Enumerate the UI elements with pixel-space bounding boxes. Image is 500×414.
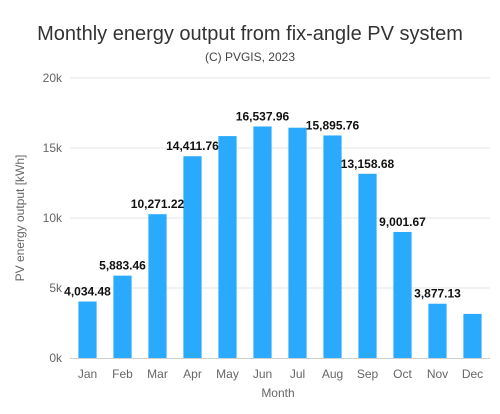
bar-oct [393,231,412,358]
bar-feb [113,275,132,358]
y-axis-ticks: 0k 5k 10k 15k 20k [43,71,63,365]
bar-jun [253,126,272,358]
bar-dec [463,313,482,358]
y-axis-label: PV energy output [kWh] [13,155,27,282]
y-tick-label: 15k [43,141,63,155]
y-tick-label: 10k [43,211,63,225]
data-label-jan: 4,034.48 [64,285,111,299]
data-label-jun: 16,537.96 [236,109,290,123]
bar-nov [428,303,447,358]
x-tick-label-nov: Nov [427,367,448,381]
data-label-nov: 3,877.13 [414,287,461,301]
data-label-feb: 5,883.46 [99,259,146,273]
x-tick-label-mar: Mar [147,367,168,381]
bar-jul [288,127,307,358]
x-tick-label-oct: Oct [393,367,412,381]
data-labels: 4,034.48 5,883.46 10,271.22 14,411.76 16,537… [64,109,461,300]
x-axis-ticks: Jan Feb Mar Apr May Jun Jul Aug Sep Oct Nov Dec [78,367,483,381]
x-tick-label-apr: Apr [183,367,202,381]
bar-apr [183,156,202,358]
data-label-sep: 13,158.68 [341,157,395,171]
data-label-aug: 15,895.76 [306,118,360,132]
x-tick-label-aug: Aug [322,367,343,381]
x-tick-label-sep: Sep [357,367,379,381]
x-tick-label-dec: Dec [462,367,483,381]
bar-jan [78,301,97,358]
data-label-mar: 10,271.22 [131,197,185,211]
x-tick-label-jan: Jan [78,367,97,381]
bar-may [218,136,237,358]
x-axis-label: Month [261,386,294,400]
y-tick-label: 5k [49,281,63,295]
bar-sep [358,173,377,358]
data-label-apr: 14,411.76 [166,139,219,153]
y-tick-label: 0k [49,351,63,365]
bars [78,126,482,358]
bar-aug [323,135,342,358]
bar-mar [148,214,167,358]
data-label-oct: 9,001.67 [379,215,426,229]
gridlines [70,77,490,289]
x-tick-label-jun: Jun [253,367,272,381]
x-tick-label-feb: Feb [112,367,133,381]
x-tick-label-may: May [216,367,239,381]
y-tick-label: 20k [43,71,63,85]
chart-subtitle: (C) PVGIS, 2023 [205,50,295,64]
chart-title: Monthly energy output from fix-angle PV … [37,23,463,45]
x-tick-label-jul: Jul [290,367,305,381]
